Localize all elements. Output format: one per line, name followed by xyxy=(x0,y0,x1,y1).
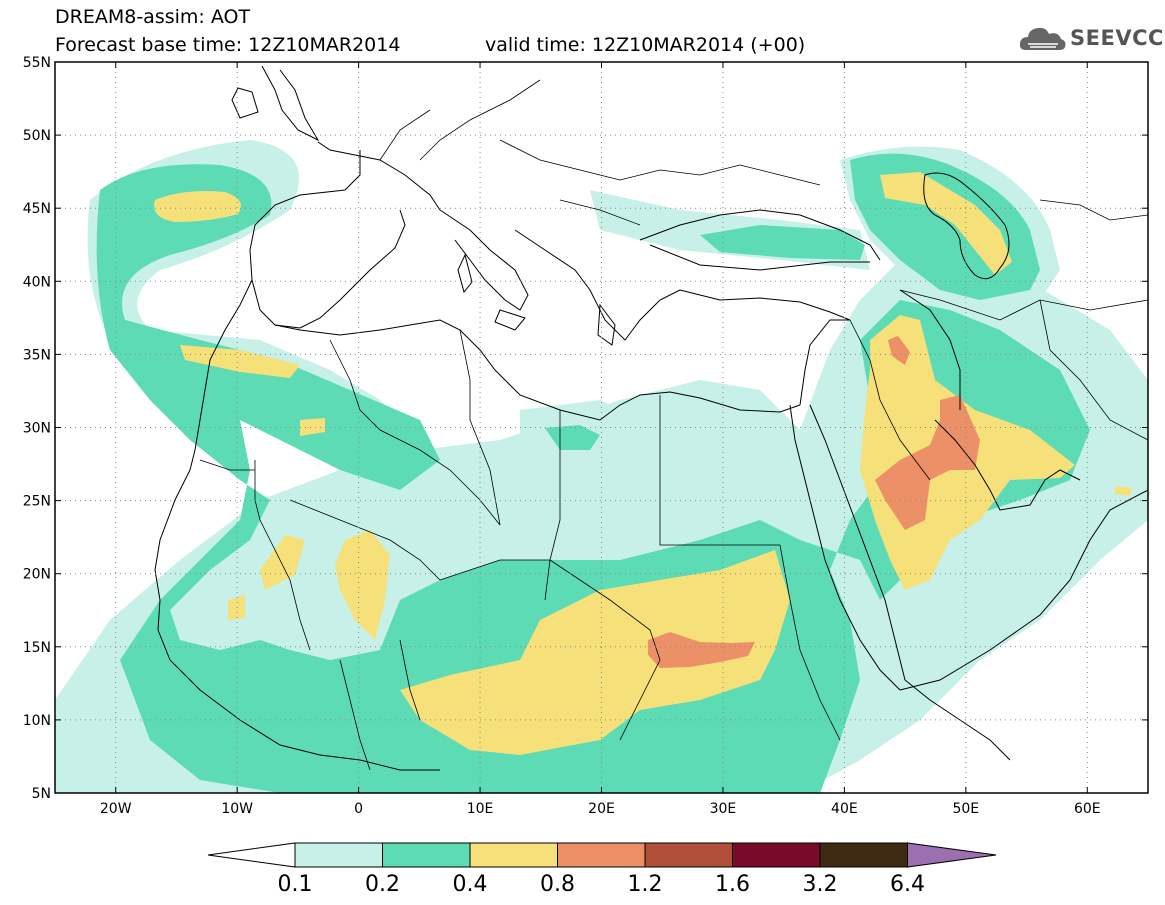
colorbar-label: 1.6 xyxy=(715,872,750,897)
axis-ticks xyxy=(55,61,1148,794)
base-time: Forecast base time: 12Z10MAR2014 xyxy=(55,34,401,56)
lon-tick-label: 20W xyxy=(100,801,132,817)
colorbar-swatch xyxy=(557,842,646,868)
colorbar-swatch xyxy=(732,842,821,868)
colorbar-swatch xyxy=(382,842,471,868)
colorbar-swatch xyxy=(469,842,558,868)
colorbar-label: 0.4 xyxy=(452,872,488,897)
country-borders xyxy=(199,79,1148,771)
map-title: DREAM8-assim: AOT xyxy=(55,6,251,28)
lat-tick-label: 5N xyxy=(32,786,51,802)
seevccc-logo: SEEVCCC xyxy=(1018,22,1165,56)
colorbar-label: 6.4 xyxy=(890,872,925,897)
longitude-labels: 20W 10W 0 10E 20E 30E 40E 50E 60E xyxy=(100,801,1101,817)
colorbar-swatch xyxy=(644,842,733,868)
lat-tick-label: 25N xyxy=(23,494,51,510)
colorbar-label: 1.2 xyxy=(627,872,663,897)
lon-tick-label: 50E xyxy=(952,801,979,817)
valid-time: valid time: 12Z10MAR2014 (+00) xyxy=(485,34,806,56)
lat-tick-label: 55N xyxy=(23,55,51,71)
lon-tick-label: 20E xyxy=(588,801,615,817)
lat-tick-label: 30N xyxy=(23,421,51,437)
colorbar-label: 0.2 xyxy=(365,872,400,897)
colorbar xyxy=(207,842,997,868)
lat-tick-label: 45N xyxy=(23,201,51,217)
lat-tick-label: 40N xyxy=(23,274,51,290)
lon-tick-label: 10W xyxy=(221,801,253,817)
forecast-time-line: Forecast base time: 12Z10MAR2014 valid ti… xyxy=(55,34,805,56)
lon-tick-label: 0 xyxy=(354,801,363,817)
colorbar-arrow-right xyxy=(907,842,997,868)
gridlines xyxy=(55,62,1148,793)
lon-tick-label: 40E xyxy=(831,801,858,817)
lon-tick-label: 10E xyxy=(467,801,494,817)
colorbar-label: 3.2 xyxy=(802,872,838,897)
colorbar-label: 0.1 xyxy=(277,872,313,897)
lat-tick-label: 15N xyxy=(23,640,51,656)
colorbar-label: 0.8 xyxy=(540,872,575,897)
aot-field xyxy=(55,140,1148,793)
lat-tick-label: 50N xyxy=(23,128,51,144)
cloud-icon xyxy=(1019,27,1066,50)
colorbar-arrow-left xyxy=(207,842,296,868)
logo-text: SEEVCCC xyxy=(1070,26,1165,50)
lon-tick-label: 30E xyxy=(710,801,737,817)
lat-tick-label: 20N xyxy=(23,567,51,583)
lat-tick-label: 35N xyxy=(23,347,51,363)
colorbar-swatch xyxy=(819,842,908,868)
latitude-labels: 55N 50N 45N 40N 35N 30N 25N 20N 15N 10N 5N xyxy=(23,55,51,802)
lat-tick-label: 10N xyxy=(23,713,51,729)
lon-tick-label: 60E xyxy=(1074,801,1101,817)
colorbar-swatch xyxy=(294,842,383,868)
